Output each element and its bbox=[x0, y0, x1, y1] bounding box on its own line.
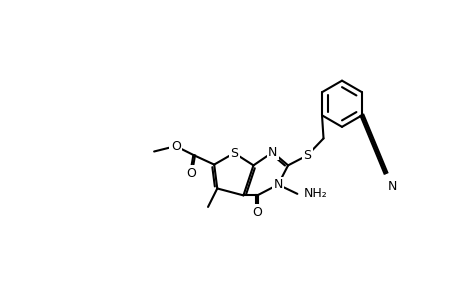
Text: O: O bbox=[186, 167, 196, 180]
Text: N: N bbox=[386, 180, 396, 194]
Text: S: S bbox=[302, 149, 311, 162]
Text: N: N bbox=[273, 178, 282, 191]
Text: O: O bbox=[170, 140, 180, 153]
Text: N: N bbox=[268, 146, 277, 159]
Text: O: O bbox=[252, 206, 262, 219]
Text: S: S bbox=[230, 146, 238, 160]
Text: NH₂: NH₂ bbox=[303, 187, 326, 200]
